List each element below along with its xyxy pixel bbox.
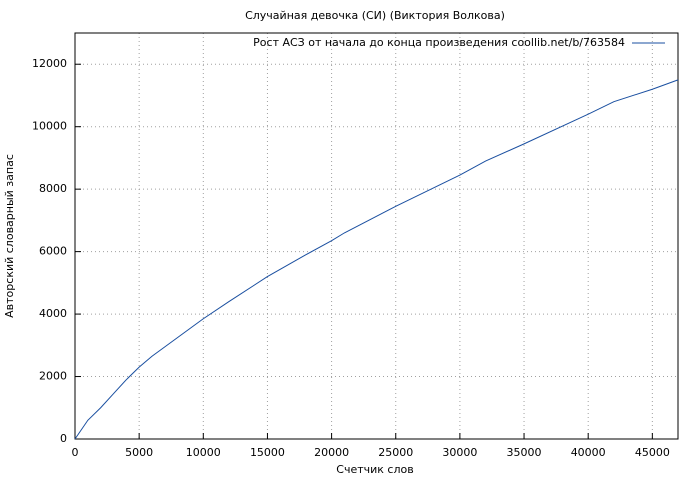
plot-frame xyxy=(74,32,679,440)
chart-title: Случайная девочка (СИ) (Виктория Волкова… xyxy=(245,9,505,22)
x-tick-label: 15000 xyxy=(250,446,285,459)
y-tick-label: 4000 xyxy=(39,307,67,320)
x-tick-label: 35000 xyxy=(507,446,542,459)
x-tick-label: 10000 xyxy=(186,446,221,459)
y-tick-label: 10000 xyxy=(32,120,67,133)
x-tick-label: 40000 xyxy=(571,446,606,459)
x-tick-label: 45000 xyxy=(635,446,670,459)
x-tick-label: 5000 xyxy=(125,446,153,459)
line xyxy=(74,79,679,440)
x-axis-label: Счетчик слов xyxy=(336,463,413,476)
x-tick-label: 25000 xyxy=(378,446,413,459)
y-tick-label: 12000 xyxy=(32,57,67,70)
y-axis-label: Авторский словарный запас xyxy=(3,154,16,318)
y-tick-label: 0 xyxy=(60,432,67,445)
x-tick-label: 20000 xyxy=(314,446,349,459)
y-tick-label: 6000 xyxy=(39,245,67,258)
x-tick-label: 30000 xyxy=(442,446,477,459)
y-tick-label: 2000 xyxy=(39,370,67,383)
y-tick-label: 8000 xyxy=(39,182,67,195)
legend-label: Рост АСЗ от начала до конца произведения… xyxy=(253,36,625,49)
x-tick-label: 0 xyxy=(72,446,79,459)
